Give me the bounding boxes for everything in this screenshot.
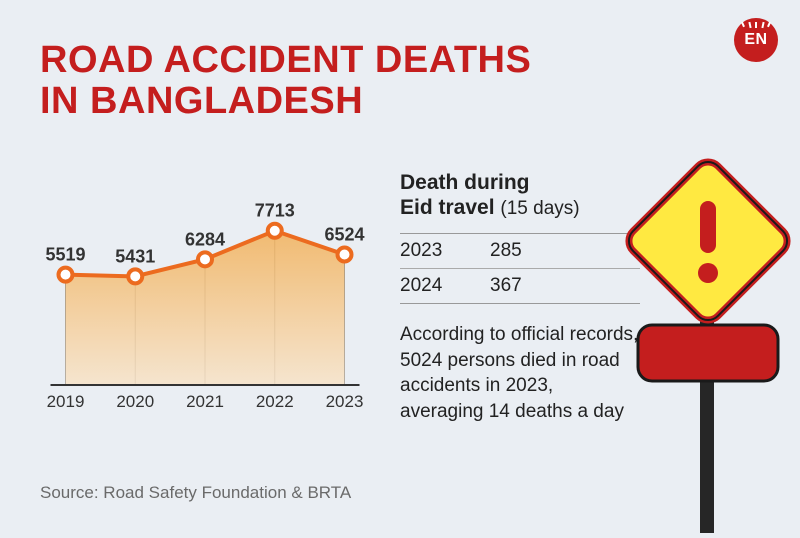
road-sign-icon (600, 133, 800, 533)
eid-year: 2024 (400, 275, 490, 297)
eid-value: 367 (490, 275, 522, 297)
logo-rays-icon (742, 22, 770, 30)
eid-heading-line1: Death during (400, 171, 530, 194)
eid-value: 285 (490, 240, 522, 262)
eid-heading-line2: Eid travel (400, 196, 495, 219)
deaths-chart-svg: 5519 5431 6284 7713 6524 2019 2020 2021 2022 2023 (40, 185, 370, 425)
svg-text:2019: 2019 (47, 392, 85, 411)
svg-text:2022: 2022 (256, 392, 294, 411)
deaths-chart: 5519 5431 6284 7713 6524 2019 2020 2021 2022 2023 (40, 185, 370, 425)
svg-text:7713: 7713 (255, 201, 295, 221)
publisher-logo: EN (734, 18, 778, 62)
svg-text:6524: 6524 (324, 225, 364, 245)
title-line1: ROAD ACCIDENT DEATHS (40, 40, 531, 81)
title-line2: IN BANGLADESH (40, 81, 531, 122)
svg-text:2020: 2020 (116, 392, 154, 411)
svg-text:2023: 2023 (326, 392, 364, 411)
page-title: ROAD ACCIDENT DEATHS IN BANGLADESH (40, 40, 531, 122)
eid-heading-note: (15 days) (500, 198, 579, 219)
svg-text:5431: 5431 (115, 246, 155, 266)
svg-text:5519: 5519 (45, 245, 85, 265)
svg-text:6284: 6284 (185, 229, 225, 249)
source-credit: Source: Road Safety Foundation & BRTA (40, 483, 351, 503)
eid-year: 2023 (400, 240, 490, 262)
svg-text:2021: 2021 (186, 392, 224, 411)
logo-text: EN (744, 31, 767, 49)
